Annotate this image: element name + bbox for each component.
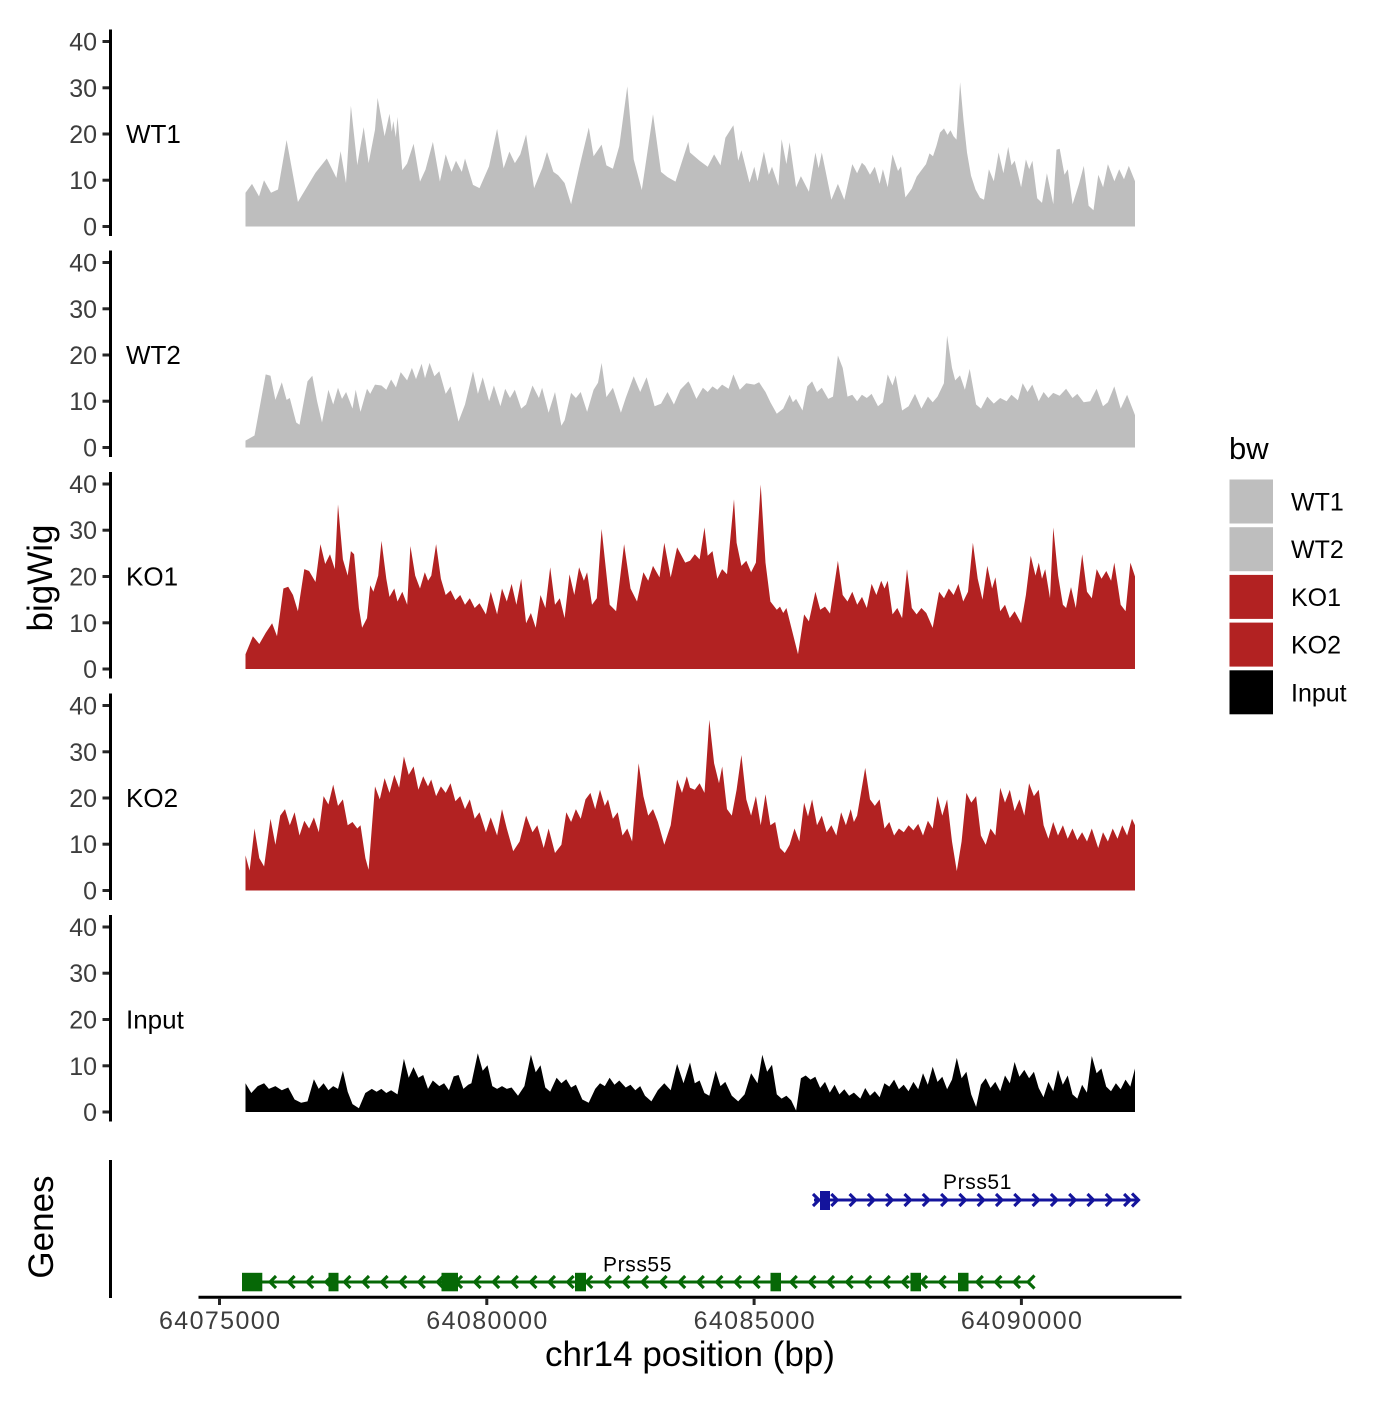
- svg-text:Genes: Genes: [22, 1175, 61, 1278]
- svg-text:20: 20: [69, 1007, 97, 1035]
- svg-text:bw: bw: [1229, 431, 1269, 466]
- svg-text:bigWig: bigWig: [21, 525, 60, 632]
- svg-text:10: 10: [69, 831, 97, 859]
- svg-text:0: 0: [83, 656, 97, 684]
- svg-text:0: 0: [83, 1099, 97, 1127]
- svg-text:10: 10: [69, 167, 97, 195]
- svg-text:WT2: WT2: [126, 340, 181, 370]
- svg-text:Input: Input: [126, 1004, 185, 1034]
- svg-text:0: 0: [83, 435, 97, 463]
- svg-text:WT1: WT1: [126, 119, 181, 149]
- svg-text:64080000: 64080000: [426, 1307, 548, 1335]
- svg-text:10: 10: [69, 1053, 97, 1081]
- svg-text:64085000: 64085000: [694, 1307, 816, 1335]
- svg-text:40: 40: [69, 250, 97, 278]
- svg-text:KO2: KO2: [1291, 632, 1341, 660]
- svg-text:30: 30: [69, 517, 97, 545]
- svg-text:20: 20: [69, 564, 97, 592]
- svg-text:KO1: KO1: [1291, 584, 1341, 612]
- svg-text:10: 10: [69, 610, 97, 638]
- svg-text:30: 30: [69, 960, 97, 988]
- svg-text:WT2: WT2: [1291, 536, 1344, 564]
- svg-text:64075000: 64075000: [159, 1307, 281, 1335]
- svg-text:40: 40: [69, 693, 97, 721]
- svg-text:20: 20: [69, 121, 97, 149]
- svg-text:30: 30: [69, 296, 97, 324]
- svg-text:WT1: WT1: [1291, 489, 1344, 517]
- svg-text:Prss55: Prss55: [603, 1254, 672, 1277]
- svg-text:40: 40: [69, 29, 97, 57]
- svg-text:Input: Input: [1291, 679, 1347, 707]
- svg-text:20: 20: [69, 342, 97, 370]
- svg-text:30: 30: [69, 75, 97, 103]
- svg-text:0: 0: [83, 214, 97, 242]
- svg-text:64090000: 64090000: [961, 1307, 1083, 1335]
- svg-text:10: 10: [69, 388, 97, 416]
- svg-text:Prss51: Prss51: [943, 1171, 1012, 1194]
- svg-text:KO2: KO2: [126, 783, 178, 813]
- svg-text:0: 0: [83, 878, 97, 906]
- svg-text:chr14 position (bp): chr14 position (bp): [545, 1335, 835, 1374]
- svg-text:40: 40: [69, 471, 97, 499]
- svg-text:KO1: KO1: [126, 561, 178, 591]
- svg-text:30: 30: [69, 739, 97, 767]
- svg-text:20: 20: [69, 785, 97, 813]
- svg-text:40: 40: [69, 914, 97, 942]
